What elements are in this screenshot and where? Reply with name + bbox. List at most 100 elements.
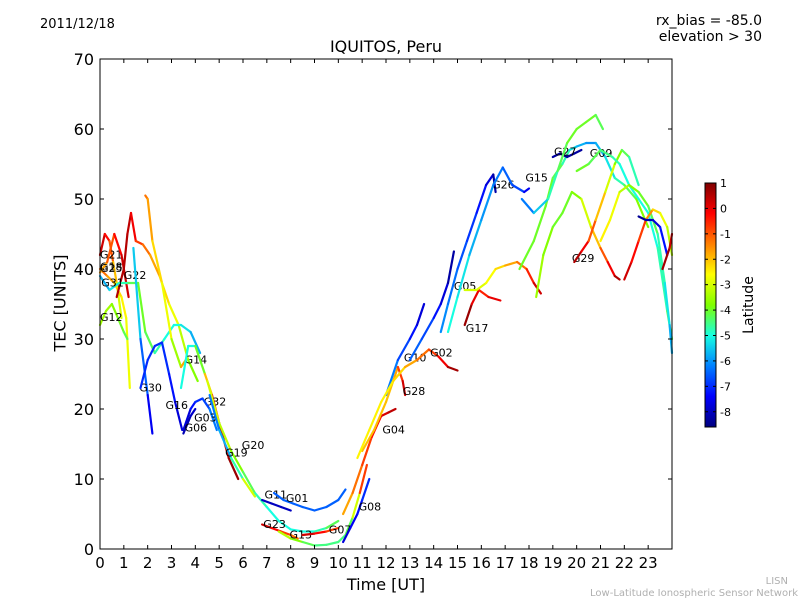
series-label: G13 bbox=[290, 529, 313, 542]
series-segment bbox=[658, 225, 669, 257]
series-g26: G26 bbox=[439, 173, 515, 334]
series-g19: G19 bbox=[208, 393, 256, 498]
series-label: G16 bbox=[166, 399, 189, 412]
x-tick-label: 18 bbox=[519, 554, 538, 572]
series-segment bbox=[608, 190, 621, 222]
series-label: G26 bbox=[492, 179, 515, 192]
series-g27: G27 bbox=[551, 146, 583, 159]
series-segment bbox=[325, 540, 340, 546]
series-segment bbox=[168, 302, 180, 327]
series-segment bbox=[663, 281, 671, 327]
series-segment bbox=[270, 502, 283, 509]
series-segment bbox=[179, 323, 192, 334]
series-segment bbox=[194, 397, 204, 404]
series-segment bbox=[551, 152, 562, 159]
series-g03: G03 bbox=[182, 397, 218, 432]
series-segment bbox=[570, 190, 583, 201]
y-tick-label: 0 bbox=[84, 540, 94, 559]
series-segment bbox=[356, 498, 364, 516]
series-segment bbox=[110, 302, 120, 320]
series-label: G19 bbox=[225, 447, 248, 460]
series-segment bbox=[637, 197, 650, 215]
series-g29: G29 bbox=[535, 190, 621, 299]
series-segment bbox=[565, 127, 578, 145]
x-tick-label: 1 bbox=[119, 554, 129, 572]
series-segment bbox=[437, 355, 450, 369]
series-segment bbox=[241, 477, 256, 498]
series-segment bbox=[647, 211, 659, 250]
series-segment bbox=[98, 260, 109, 274]
series-segment bbox=[556, 141, 569, 173]
series-label: G28 bbox=[403, 385, 426, 398]
series-segment bbox=[194, 344, 206, 376]
series-segment bbox=[415, 348, 430, 362]
x-tick-label: 12 bbox=[376, 554, 395, 572]
series-segment bbox=[599, 246, 609, 264]
series-g23: G23 bbox=[261, 518, 299, 540]
series-segment bbox=[446, 250, 455, 285]
series-segment bbox=[446, 267, 459, 306]
colorbar-tick-label: -4 bbox=[720, 304, 731, 317]
series-label: G12 bbox=[100, 311, 123, 324]
series-segment bbox=[325, 498, 340, 509]
series-segment bbox=[280, 530, 292, 537]
x-tick-label: 8 bbox=[286, 554, 296, 572]
series-segment bbox=[456, 253, 471, 299]
series-segment bbox=[594, 190, 607, 222]
series-segment bbox=[432, 302, 442, 320]
series-segment bbox=[261, 523, 273, 530]
series-g14: G14 bbox=[144, 194, 207, 369]
series-segment bbox=[153, 341, 164, 348]
series-g13: G13 bbox=[277, 463, 368, 547]
series-segment bbox=[380, 411, 390, 418]
series-segment bbox=[465, 211, 478, 243]
series-segment bbox=[656, 232, 666, 285]
series-segment bbox=[139, 337, 149, 397]
series-g17: G17 bbox=[463, 288, 502, 335]
x-tick-label: 15 bbox=[448, 554, 467, 572]
series-segment bbox=[163, 323, 175, 341]
series-segment bbox=[120, 295, 128, 320]
x-tick-label: 20 bbox=[567, 554, 586, 572]
series-segment bbox=[620, 148, 631, 159]
x-tick-label: 4 bbox=[191, 554, 201, 572]
series-segment bbox=[427, 348, 440, 358]
series-segment bbox=[456, 239, 469, 271]
series-segment bbox=[468, 218, 483, 257]
series-segment bbox=[606, 260, 616, 278]
series-segment bbox=[637, 215, 647, 222]
series-segment bbox=[666, 225, 674, 257]
colorbar-tick-label: -5 bbox=[720, 330, 731, 343]
series-segment bbox=[361, 435, 373, 467]
y-tick-label: 40 bbox=[74, 260, 94, 279]
y-tick-label: 20 bbox=[74, 400, 94, 419]
series-label: G06 bbox=[185, 421, 208, 434]
series-segment bbox=[301, 532, 316, 537]
series-segment bbox=[170, 337, 183, 369]
series-segment bbox=[126, 211, 133, 236]
series-segment bbox=[103, 232, 111, 243]
series-segment bbox=[485, 173, 495, 187]
series-segment bbox=[401, 379, 407, 397]
series-segment bbox=[485, 267, 497, 285]
series-segment bbox=[420, 316, 435, 341]
series-segment bbox=[368, 400, 383, 432]
x-tick-label: 11 bbox=[353, 554, 372, 572]
series-g31: G31 bbox=[98, 274, 202, 355]
series-g04: G04 bbox=[342, 407, 405, 516]
series-g25: G25 bbox=[98, 232, 130, 299]
series-segment bbox=[446, 295, 459, 334]
series-label: G25 bbox=[100, 262, 123, 275]
series-g16: G16 bbox=[139, 341, 189, 432]
series-segment bbox=[313, 543, 328, 547]
series-segment bbox=[153, 337, 166, 355]
series-segment bbox=[511, 183, 526, 194]
footer-network-name: Low-Latitude Ionospheric Sensor Network bbox=[590, 588, 798, 599]
series-segment bbox=[182, 414, 192, 435]
series-segment bbox=[535, 253, 545, 299]
series-segment bbox=[470, 288, 480, 306]
x-tick-label: 13 bbox=[400, 554, 419, 572]
series-segment bbox=[532, 197, 550, 215]
series-segment bbox=[325, 526, 340, 533]
colorbar-tick-label: -8 bbox=[720, 406, 731, 419]
